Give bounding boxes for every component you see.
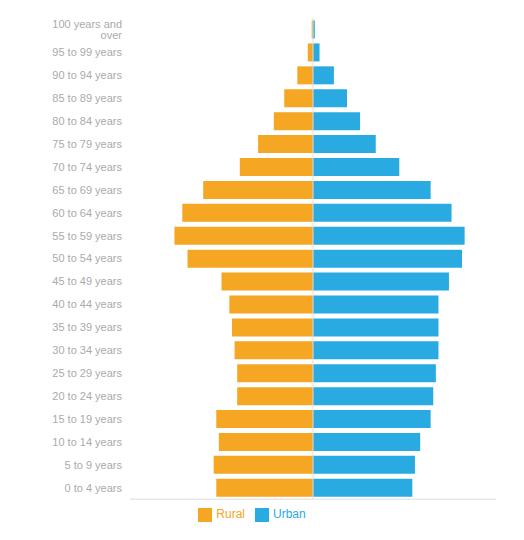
svg-text:30 to 34 years: 30 to 34 years xyxy=(52,344,122,356)
svg-text:15 to 19 years: 15 to 19 years xyxy=(52,413,122,425)
svg-text:85 to 89 years: 85 to 89 years xyxy=(52,92,122,104)
svg-text:80 to 84 years: 80 to 84 years xyxy=(52,115,122,127)
svg-text:50 to 54 years: 50 to 54 years xyxy=(52,252,122,264)
svg-text:70 to 74 years: 70 to 74 years xyxy=(52,161,122,173)
svg-text:100 years andover: 100 years andover xyxy=(52,18,122,41)
svg-text:75 to 79 years: 75 to 79 years xyxy=(52,138,122,150)
html-text:Rural: Rural xyxy=(216,507,245,522)
svg-text:10 to 14 years: 10 to 14 years xyxy=(52,436,122,448)
html-text:Urban: Urban xyxy=(273,507,306,522)
svg-text:20 to 24 years: 20 to 24 years xyxy=(52,390,122,402)
svg-text:0 to 4 years: 0 to 4 years xyxy=(65,482,123,494)
svg-text:25 to 29 years: 25 to 29 years xyxy=(52,367,122,379)
svg-text:5 to 9 years: 5 to 9 years xyxy=(65,459,123,471)
svg-text:45 to 49 years: 45 to 49 years xyxy=(52,275,122,287)
svg-text:60 to 64 years: 60 to 64 years xyxy=(52,207,122,219)
svg-text:40 to 44 years: 40 to 44 years xyxy=(52,298,122,310)
svg-text:90 to 94 years: 90 to 94 years xyxy=(52,69,122,81)
svg-text:65 to 69 years: 65 to 69 years xyxy=(52,184,122,196)
svg-text:35 to 39 years: 35 to 39 years xyxy=(52,321,122,333)
svg-text:95 to 99 years: 95 to 99 years xyxy=(52,46,122,58)
svg-text:55 to 59 years: 55 to 59 years xyxy=(52,230,122,242)
